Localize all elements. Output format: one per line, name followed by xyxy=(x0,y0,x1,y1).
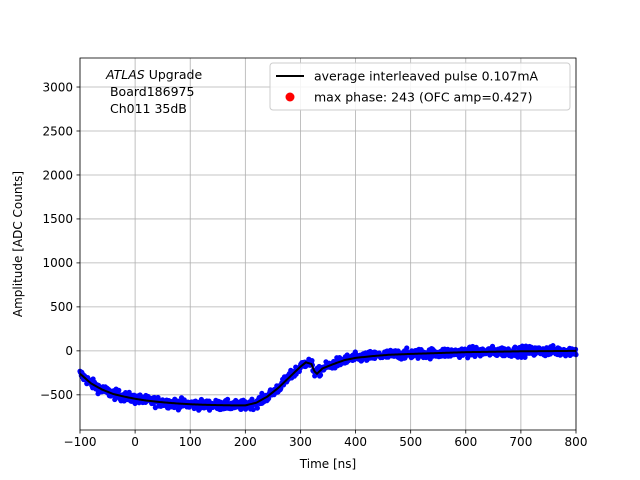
y-tick-label: 2500 xyxy=(42,124,73,138)
sample-point xyxy=(116,387,122,393)
channel-label: Ch011 35dB xyxy=(106,101,187,116)
y-tick-label: −500 xyxy=(40,388,73,402)
y-tick-label: 2000 xyxy=(42,168,73,182)
x-tick-label: 300 xyxy=(289,435,312,449)
y-tick-label: 0 xyxy=(65,344,73,358)
sample-point xyxy=(404,345,410,351)
sample-point xyxy=(254,405,260,411)
atlas-label: ATLAS Upgrade xyxy=(105,67,202,82)
board-label: Board186975 xyxy=(106,84,194,99)
sample-point xyxy=(512,344,518,350)
legend-entry-average-pulse: average interleaved pulse 0.107mA xyxy=(314,69,539,84)
sample-point xyxy=(550,343,556,349)
atlas-label-rest: Upgrade xyxy=(145,67,203,82)
x-tick-label: 400 xyxy=(344,435,367,449)
atlas-label-italic: ATLAS xyxy=(105,67,145,82)
sample-point xyxy=(250,406,256,413)
x-axis-label: Time [ns] xyxy=(299,457,356,471)
y-tick-label: 1000 xyxy=(42,256,73,270)
y-axis-ticks: −500 0 500 1000 1500 2000 2500 3000 xyxy=(40,80,80,402)
x-tick-label: 800 xyxy=(565,435,588,449)
y-tick-label: 1500 xyxy=(42,212,73,226)
x-tick-label: 600 xyxy=(454,435,477,449)
legend: average interleaved pulse 0.107mA max ph… xyxy=(269,62,571,111)
sample-point xyxy=(309,357,315,364)
x-tick-label: 500 xyxy=(399,435,422,449)
x-tick-label: 100 xyxy=(179,435,202,449)
sample-point xyxy=(224,396,231,402)
average-pulse-series xyxy=(79,349,577,407)
y-tick-label: 3000 xyxy=(42,80,73,94)
y-tick-label: 500 xyxy=(50,300,73,314)
legend-entry-max-phase: max phase: 243 (OFC amp=0.427) xyxy=(314,90,532,105)
x-tick-label: 200 xyxy=(234,435,257,449)
y-axis-label: Amplitude [ADC Counts] xyxy=(11,171,25,317)
x-axis-ticks: −100 0 100 200 300 400 500 600 700 800 xyxy=(64,430,588,449)
legend-dot-marker xyxy=(285,92,295,102)
x-tick-label: 0 xyxy=(131,435,139,449)
x-tick-label: −100 xyxy=(64,435,97,449)
sample-point xyxy=(317,372,324,378)
plot-frame xyxy=(79,57,577,431)
x-tick-label: 700 xyxy=(509,435,532,449)
legend-box xyxy=(269,62,571,111)
average-pulse-line xyxy=(79,349,577,407)
